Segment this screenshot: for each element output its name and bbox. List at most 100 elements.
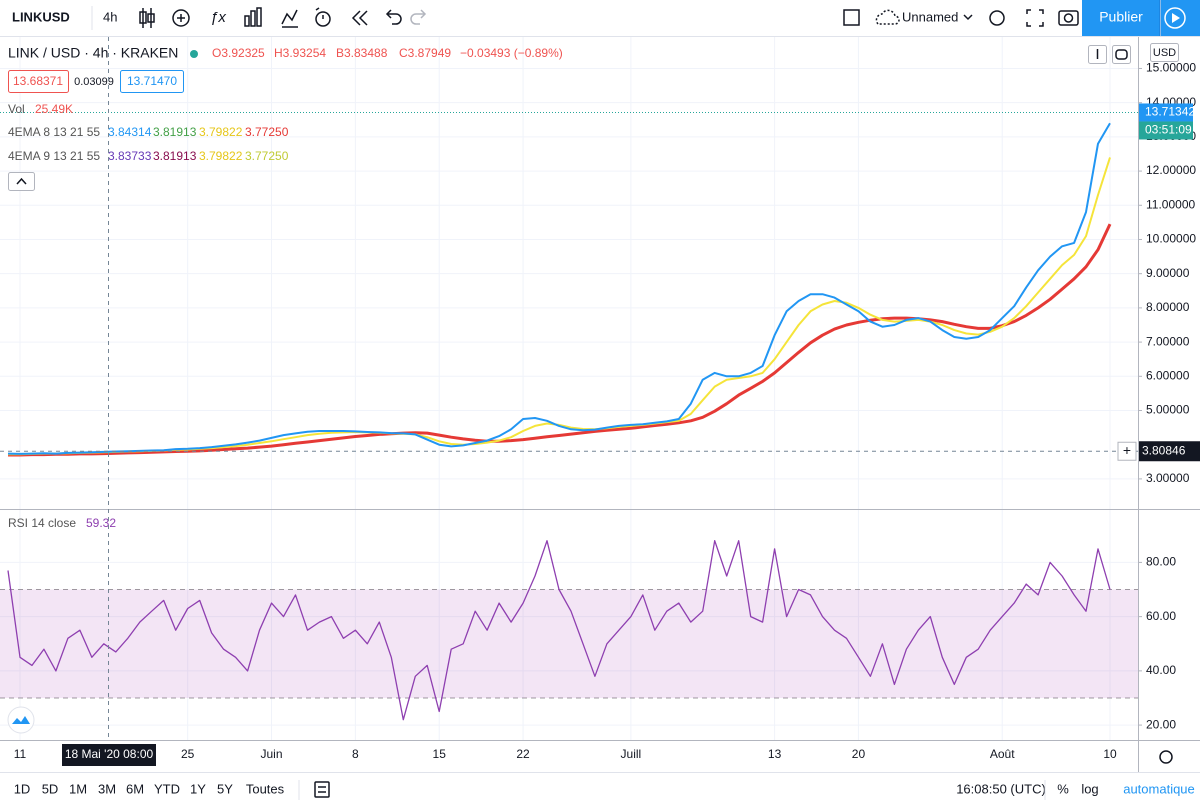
reset-icon[interactable]	[1115, 49, 1128, 60]
settings-icon[interactable]	[989, 10, 1005, 26]
vol-value: 25.49K	[35, 102, 73, 116]
ema2-value: 3.83733	[108, 149, 152, 163]
range-button[interactable]: Toutes	[246, 781, 285, 796]
percent-toggle[interactable]: %	[1057, 781, 1069, 796]
marks	[0, 111, 1138, 721]
x-tick-label: 8	[352, 747, 359, 761]
axis-settings-icon[interactable]	[1159, 750, 1173, 764]
bid[interactable]: 13.68371	[13, 74, 63, 88]
x-tick-label: Août	[990, 747, 1015, 761]
rsi-label: RSI 14 close	[8, 516, 76, 530]
stream-button[interactable]	[1161, 0, 1200, 36]
replay-icon[interactable]	[351, 10, 368, 26]
range-button[interactable]: 1Y	[190, 781, 206, 796]
last-price: 13.71342	[1145, 105, 1195, 119]
clock: 16:08:50 (UTC)	[956, 781, 1046, 796]
y-tick-label: 12.00000	[1146, 163, 1196, 177]
bid-box[interactable]	[8, 70, 69, 93]
goto-date-icon[interactable]	[314, 781, 330, 798]
checkbox[interactable]	[843, 9, 860, 26]
y-tick-label: 9.00000	[1146, 266, 1190, 280]
stream-icon[interactable]	[1164, 7, 1186, 29]
range-button[interactable]: 1M	[69, 781, 87, 796]
y-tick-label: 11.00000	[1146, 197, 1195, 211]
y-tick-label: 8.00000	[1146, 300, 1190, 314]
fullscreen-icon[interactable]	[1026, 9, 1044, 27]
status-dot	[190, 50, 198, 58]
x-tick-label: 10	[1103, 747, 1117, 761]
vol-label: Vol	[8, 102, 25, 116]
alert-icon[interactable]	[315, 7, 331, 27]
ema1-value: 3.79822	[199, 125, 243, 139]
compare-icon[interactable]	[281, 9, 298, 28]
legend: LINK / USD · 4h · KRAKEN O3.92325 H3.932…	[7, 43, 1179, 734]
indicator-add-icon[interactable]	[172, 9, 190, 27]
x-tick-label: 15	[433, 747, 447, 761]
ema1-value: 3.84314	[108, 125, 152, 139]
range-button[interactable]: 6M	[126, 781, 144, 796]
ask[interactable]: 13.71470	[127, 74, 177, 88]
y-tick-label: 7.00000	[1146, 334, 1190, 348]
auto-toggle[interactable]: automatique	[1123, 781, 1195, 796]
high: H3.93254	[274, 46, 326, 60]
countdown: 03:51:09	[1145, 123, 1192, 137]
x-tick-label: 13	[768, 747, 782, 761]
range-button[interactable]: 5D	[42, 781, 59, 796]
series-line	[7, 122, 1111, 455]
symbol[interactable]: LINKUSD	[12, 9, 70, 24]
interval[interactable]: 4h	[103, 9, 117, 24]
open: O3.92325	[212, 46, 265, 60]
undo-icon[interactable]	[385, 9, 402, 25]
publish-label[interactable]: Publier	[1099, 9, 1143, 25]
x-tick-label: 20	[852, 747, 866, 761]
low: B3.83488	[336, 46, 388, 60]
grid	[0, 37, 1138, 740]
rsi-value: 59.32	[86, 516, 116, 530]
bottom-bar: 16:08:50 (UTC) % log automatique 1D 5D 1M 3…	[14, 780, 1195, 800]
x-tick-label: Juin	[261, 747, 283, 761]
x-tick-label: 25	[181, 747, 195, 761]
play-icon	[1172, 13, 1180, 23]
y-tick-label: 80.00	[1146, 555, 1176, 569]
range-button[interactable]: YTD	[154, 781, 180, 796]
log-toggle[interactable]: log	[1081, 781, 1098, 796]
ema1-label: 4EMA 8 13 21 55	[8, 125, 100, 139]
snapshot-icon[interactable]	[1058, 10, 1079, 26]
collapse-icon[interactable]	[16, 177, 27, 185]
logo-mark	[12, 716, 30, 724]
candle-icon[interactable]	[139, 8, 155, 28]
close: C3.87949	[399, 46, 451, 60]
y-tick-label: 20.00	[1146, 717, 1176, 731]
range-button[interactable]: 5Y	[217, 781, 233, 796]
fx-icon[interactable]: ƒx	[210, 9, 226, 26]
toolbar: LINKUSD 4h ƒx Unnamed Publier	[0, 0, 1200, 37]
series-line	[7, 540, 1111, 721]
crosshair-time: 18 Mai '20 08:00	[65, 747, 154, 761]
dropdown-icon[interactable]	[963, 14, 973, 21]
logo[interactable]	[7, 706, 35, 734]
range-button[interactable]: 1D	[14, 781, 31, 796]
ask-box[interactable]	[120, 70, 184, 93]
y-tick-label: 6.00000	[1146, 368, 1190, 382]
currency-box[interactable]	[1150, 43, 1179, 62]
add-icon: +	[1123, 442, 1131, 458]
bars-icon[interactable]	[244, 7, 262, 27]
redo-icon[interactable]	[410, 9, 427, 25]
range-button[interactable]: 3M	[98, 781, 116, 796]
publish-button[interactable]	[1082, 0, 1160, 36]
ema2-label: 4EMA 9 13 21 55	[8, 149, 100, 163]
currency[interactable]: USD	[1153, 47, 1176, 59]
y-tick-label: 40.00	[1146, 663, 1176, 677]
pair: LINK / USD · 4h · KRAKEN	[8, 45, 178, 61]
crosshair-price: 3.80846	[1142, 443, 1186, 457]
ema2-value: 3.77250	[245, 149, 289, 163]
x-tick-label: Juill	[621, 747, 642, 761]
collapse-button[interactable]	[8, 172, 35, 191]
reset-button[interactable]	[1112, 45, 1131, 64]
y-tick-label: 15.00000	[1146, 61, 1196, 75]
countdown-tag	[1139, 121, 1193, 140]
y-tick-label: 3.00000	[1146, 471, 1190, 485]
layout-name[interactable]: Unnamed	[902, 9, 958, 24]
